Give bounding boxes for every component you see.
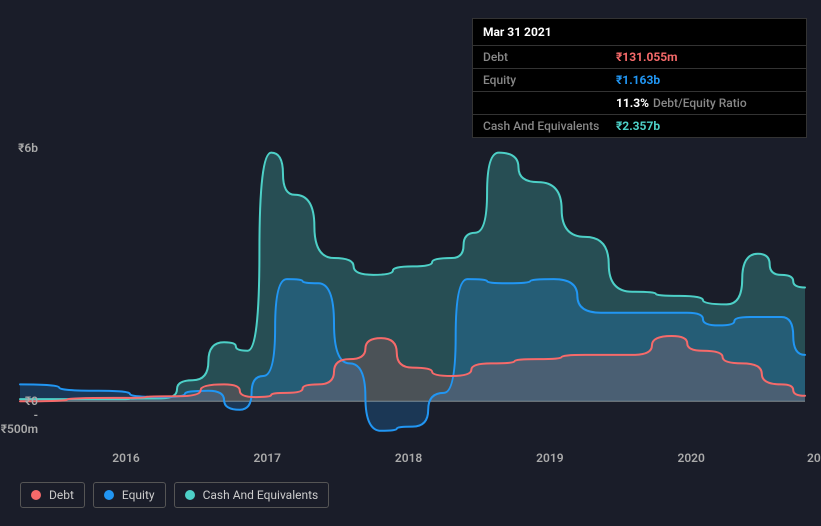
tooltip-row-value: ₹131.055m [616,50,678,64]
chart-legend: Debt Equity Cash And Equivalents [20,482,329,508]
tooltip-row-label: Cash And Equivalents [483,119,608,133]
tooltip-row: Cash And Equivalents ₹2.357b [473,115,806,137]
legend-item[interactable]: Cash And Equivalents [174,482,330,508]
legend-item[interactable]: Equity [93,482,166,508]
chart-tooltip: Mar 31 2021 Debt ₹131.055m Equity ₹1.163b 11… [472,18,807,138]
tooltip-row: Equity ₹1.163b [473,69,806,92]
tooltip-row-label: Equity [483,73,608,87]
tooltip-row: 11.3%Debt/Equity Ratio [473,92,806,115]
y-axis-label: ₹0 [25,394,38,408]
legend-label: Equity [122,488,155,502]
legend-swatch [185,490,195,500]
x-axis-label: 2020 [677,451,704,465]
legend-label: Cash And Equivalents [203,488,319,502]
tooltip-row-value: 11.3%Debt/Equity Ratio [616,96,747,110]
legend-swatch [104,490,114,500]
x-axis-label: 2021 [807,451,821,465]
legend-label: Debt [49,488,74,502]
debt-equity-chart: Mar 31 2021 Debt ₹131.055m Equity ₹1.163b 11… [0,0,821,526]
tooltip-row-value: ₹1.163b [616,73,660,87]
x-axis-label: 2017 [254,451,281,465]
x-axis-label: 2018 [395,451,422,465]
legend-swatch [31,490,41,500]
tooltip-date: Mar 31 2021 [473,19,806,46]
y-axis-label: ₹6b [18,141,38,155]
tooltip-row-suffix: Debt/Equity Ratio [653,96,747,110]
legend-item[interactable]: Debt [20,482,85,508]
tooltip-row-label [483,96,608,110]
tooltip-row-label: Debt [483,50,608,64]
tooltip-row: Debt ₹131.055m [473,46,806,69]
tooltip-row-value: ₹2.357b [616,119,660,133]
x-axis-label: 2019 [536,451,563,465]
x-axis-label: 2016 [112,451,139,465]
y-axis-label: -₹500m [0,408,38,436]
